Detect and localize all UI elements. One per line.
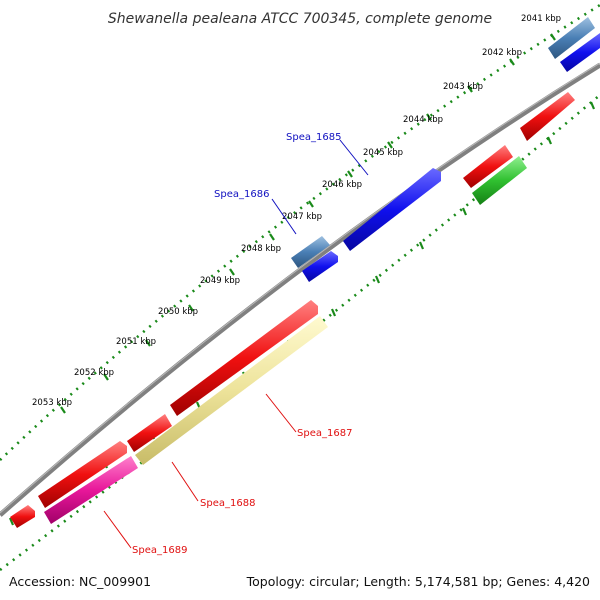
ruler-label: 2046 kbp	[322, 180, 362, 190]
ruler-labels: 2041 kbp 2042 kbp 2043 kbp 2044 kbp 2045…	[32, 14, 561, 408]
gene-arrow-red[interactable]	[463, 145, 513, 188]
gene-label-spea-1686[interactable]: Spea_1686	[214, 189, 269, 200]
gene-arrow-red[interactable]	[520, 92, 575, 141]
ruler-label: 2053 kbp	[32, 398, 72, 408]
ruler-label: 2048 kbp	[241, 244, 281, 254]
gene-arrow-steelblue-spea-1686[interactable]	[291, 236, 330, 268]
gene-labels: Spea_1685 Spea_1686 Spea_1687 Spea_1688 …	[132, 132, 352, 556]
label-leaders	[103, 139, 369, 549]
ruler-label: 2050 kbp	[158, 307, 198, 317]
gene-label-spea-1689[interactable]: Spea_1689	[132, 545, 187, 556]
ruler-label: 2051 kbp	[116, 337, 156, 347]
ruler-label: 2042 kbp	[482, 48, 522, 58]
leader-spea-1685	[339, 139, 369, 176]
gene-arrow-blue[interactable]	[560, 33, 600, 72]
gene-arrow-green[interactable]	[472, 156, 527, 205]
outer-ruler-ticks	[60, 33, 556, 414]
ruler-label: 2045 kbp	[363, 148, 403, 158]
ruler-label: 2044 kbp	[403, 115, 443, 125]
gene-label-spea-1688[interactable]: Spea_1688	[200, 498, 255, 509]
inner-ruler-track	[0, 94, 600, 572]
gene-arrow-blue[interactable]	[302, 251, 338, 282]
leader-spea-1687	[265, 393, 297, 433]
genome-backbone	[0, 62, 600, 517]
gene-arrow-magenta[interactable]	[44, 456, 138, 524]
genome-summary-text: Topology: circular; Length: 5,174,581 bp…	[246, 574, 590, 589]
outer-strand-genes	[291, 17, 600, 282]
genome-backbone-highlight	[0, 62, 600, 514]
inner-strand-genes	[10, 92, 575, 528]
leader-spea-1689	[103, 510, 132, 549]
leader-spea-1688	[171, 461, 199, 502]
ruler-label: 2047 kbp	[282, 212, 322, 222]
gene-arrow-red-spea-1689[interactable]	[38, 441, 127, 508]
ruler-label: 2043 kbp	[443, 82, 483, 92]
gene-arrow-red[interactable]	[10, 505, 35, 528]
outer-ruler-track	[0, 3, 600, 461]
gene-arrow-red[interactable]	[127, 414, 172, 452]
map-title: Shewanella pealeana ATCC 700345, complet…	[108, 11, 492, 27]
gene-arrow-blue-spea-1685[interactable]	[343, 168, 441, 251]
gene-arrow-red-spea-1687[interactable]	[170, 300, 318, 416]
ruler-label: 2041 kbp	[521, 14, 561, 24]
gene-arrow-steelblue[interactable]	[548, 17, 595, 59]
gene-arrow-pale-yellow-spea-1688[interactable]	[135, 316, 328, 465]
gene-label-spea-1685[interactable]: Spea_1685	[286, 132, 341, 143]
ruler-label: 2049 kbp	[200, 276, 240, 286]
gene-label-spea-1687[interactable]: Spea_1687	[297, 428, 352, 439]
ruler-label: 2052 kbp	[74, 368, 114, 378]
leader-spea-1686	[271, 198, 297, 235]
accession-text: Accession: NC_009901	[9, 574, 151, 589]
